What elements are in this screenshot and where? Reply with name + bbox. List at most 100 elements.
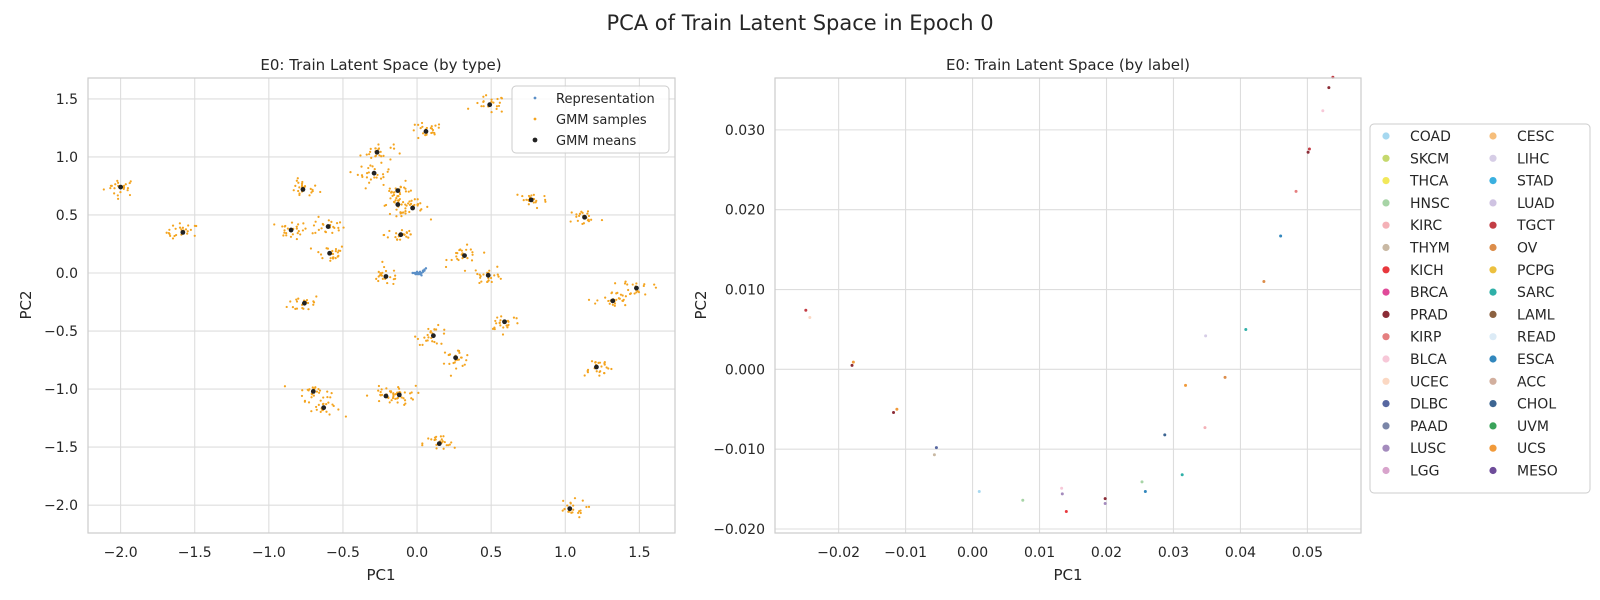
gmm-sample-point	[296, 232, 299, 235]
gmm-sample-point	[527, 194, 531, 198]
gmm-sample-point	[440, 342, 443, 345]
label-point-ucec	[808, 315, 812, 319]
gmm-sample-point	[365, 172, 369, 175]
legend-marker-tgct	[1489, 221, 1497, 229]
gmm-sample-point	[297, 297, 300, 300]
gmm-sample-point	[327, 401, 330, 404]
gmm-sample-point	[320, 227, 323, 230]
panel-title-by-label: E0: Train Latent Space (by label)	[946, 56, 1190, 74]
label-point-ov	[1223, 375, 1227, 379]
label-point-hnsc	[1140, 480, 1144, 484]
gmm-sample-point	[502, 326, 505, 329]
gmm-sample-point	[359, 154, 362, 157]
gmm-sample-point	[423, 336, 426, 339]
gmm-sample-point	[382, 233, 385, 237]
gmm-sample-point	[312, 224, 316, 227]
gmm-mean-point	[423, 128, 429, 134]
gmm-mean-point	[430, 333, 436, 339]
gmm-sample-point	[445, 258, 448, 262]
gmm-sample-point	[392, 200, 396, 203]
gmm-sample-point	[116, 181, 120, 184]
gmm-sample-point	[380, 388, 383, 391]
legend-label-kirp: KIRP	[1410, 330, 1441, 346]
gmm-sample-point	[404, 190, 408, 193]
gmm-sample-point	[322, 396, 325, 399]
gmm-sample-point	[516, 322, 519, 325]
gmm-sample-point	[126, 189, 129, 192]
gmm-mean-point	[410, 205, 416, 211]
gmm-sample-point	[312, 394, 315, 397]
label-point-esca	[1143, 489, 1147, 493]
label-point-thym	[932, 453, 936, 457]
legend-label-thym: THYM	[1409, 241, 1450, 257]
gmm-sample-point	[388, 212, 392, 216]
gmm-sample-point	[435, 443, 438, 446]
y-tick-label: −1.0	[44, 382, 78, 398]
legend-marker-hnsc	[1382, 199, 1390, 207]
label-point-sarc	[1180, 473, 1184, 477]
gmm-sample-point	[375, 176, 378, 179]
gmm-sample-point	[369, 178, 372, 181]
gmm-mean-point	[398, 232, 404, 238]
gmm-sample-point	[389, 158, 392, 161]
gmm-sample-point	[169, 234, 172, 237]
gmm-sample-point	[113, 192, 116, 195]
gmm-mean-point	[502, 319, 507, 325]
legend-marker-uvm	[1489, 422, 1497, 430]
gmm-sample-point	[441, 440, 444, 443]
legend-marker-kich	[1382, 266, 1390, 274]
x-tick-label: 0.0	[406, 545, 428, 561]
representation-point	[420, 274, 423, 277]
gmm-sample-point	[482, 273, 485, 276]
gmm-sample-point	[490, 100, 493, 103]
y-axis-label-by-type: PC2	[17, 290, 35, 319]
gmm-sample-point	[378, 154, 381, 157]
gmm-sample-point	[522, 199, 525, 202]
gmm-sample-point	[302, 307, 305, 310]
legend-marker-pcpg	[1489, 266, 1497, 274]
gmm-sample-point	[367, 171, 370, 174]
gmm-sample-point	[404, 212, 407, 215]
gmm-sample-point	[577, 511, 580, 515]
gmm-sample-point	[307, 308, 310, 311]
gmm-sample-point	[297, 229, 300, 233]
gmm-sample-point	[361, 175, 364, 179]
legend-label-luad: LUAD	[1517, 196, 1555, 212]
gmm-sample-point	[482, 105, 485, 108]
gmm-sample-point	[512, 316, 516, 319]
legend-label-lgg: LGG	[1410, 464, 1440, 480]
gmm-sample-point	[400, 215, 403, 218]
gmm-sample-point	[330, 220, 333, 223]
representation-point	[421, 269, 425, 272]
gmm-sample-point	[447, 353, 450, 357]
gmm-sample-point	[324, 231, 328, 234]
gmm-sample-point	[380, 161, 383, 164]
gmm-sample-point	[379, 394, 382, 397]
gmm-sample-point	[392, 147, 396, 150]
gmm-sample-point	[116, 197, 120, 200]
gmm-sample-point	[298, 186, 301, 189]
gmm-sample-point	[624, 304, 627, 307]
gmm-sample-point	[195, 224, 198, 228]
legend-label-lusc: LUSC	[1410, 441, 1446, 457]
legend-label-paad: PAAD	[1410, 419, 1448, 435]
gmm-sample-point	[429, 331, 432, 334]
gmm-sample-point	[466, 257, 469, 260]
x-tick-label: −0.5	[326, 545, 360, 561]
gmm-sample-point	[443, 440, 446, 444]
legend-label-gmm-samples: GMM samples	[556, 113, 647, 128]
gmm-sample-point	[396, 238, 399, 241]
gmm-sample-point	[310, 191, 313, 194]
gmm-sample-point	[643, 283, 646, 286]
legend-marker-acc	[1489, 377, 1497, 385]
gmm-sample-point	[600, 218, 604, 222]
gmm-sample-point	[402, 397, 405, 400]
legend-marker-laml	[1489, 310, 1497, 318]
label-point-ucs	[1184, 383, 1188, 387]
gmm-sample-point	[394, 397, 397, 400]
gmm-sample-point	[168, 228, 171, 231]
gmm-sample-point	[377, 270, 380, 273]
gmm-mean-point	[487, 102, 493, 108]
gmm-sample-point	[379, 150, 382, 153]
legend-box-by-label	[1369, 123, 1591, 494]
